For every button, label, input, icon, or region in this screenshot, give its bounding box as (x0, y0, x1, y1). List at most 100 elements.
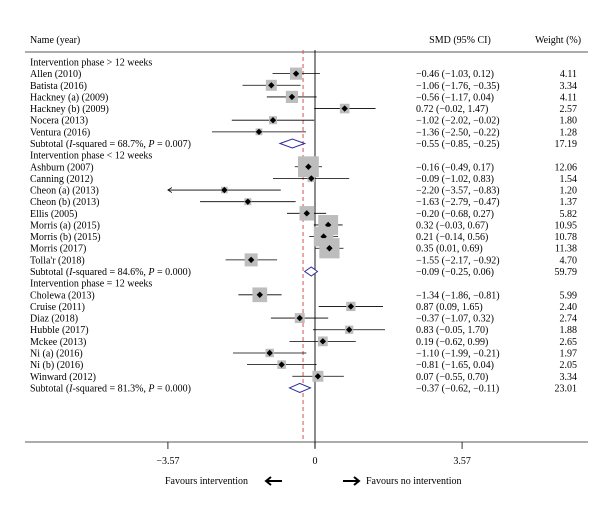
subtotal-weight: 23.01 (555, 383, 578, 394)
study-weight: 1.80 (560, 116, 578, 127)
study-ci: 0.87 (0.09, 1.65) (416, 302, 483, 313)
study-ci: −1.63 (−2.79, −0.47) (416, 197, 500, 208)
study-ci: 0.21 (−0.14, 0.56) (416, 232, 488, 243)
study-ci: 0.72 (−0.02, 1.47) (416, 104, 488, 115)
x-tick-label: 3.57 (453, 456, 471, 467)
study-ci: −0.20 (−0.68, 0.27) (416, 209, 494, 220)
point-estimate (292, 70, 300, 77)
point-estimate (319, 338, 327, 345)
subtotal-label: Subtotal (I-squared = 81.3%, P = 0.000) (30, 383, 191, 394)
subtotal-row: Subtotal (I-squared = 68.7%, P = 0.007) −… (30, 138, 577, 150)
study-name: Ventura (2016) (30, 127, 90, 138)
study-ci: −0.46 (−1.03, 0.12) (416, 69, 494, 80)
header-row: Name (year) SMD (95% CI) Weight (%) (30, 35, 581, 46)
study-ci: −1.06 (−1.76, −0.35) (416, 81, 500, 92)
study-ci: −0.56 (−1.17, 0.04) (416, 92, 494, 103)
study-weight: 10.78 (555, 232, 578, 243)
study-row: Cheon (b) (2013) −1.63 (−2.79, −0.47) 1.37 (30, 197, 577, 208)
study-name: Nocera (2013) (30, 116, 88, 127)
point-estimate (305, 163, 312, 170)
study-weight: 12.06 (555, 162, 578, 173)
study-ci: −1.55 (−2.17, −0.92) (416, 255, 500, 266)
study-weight: 1.20 (560, 186, 578, 197)
study-weight: 3.34 (560, 372, 578, 383)
header-weight: Weight (%) (535, 35, 581, 46)
subtotal-row: Subtotal (I-squared = 81.3%, P = 0.000) −… (30, 382, 578, 394)
subtotal-weight: 59.79 (555, 267, 578, 278)
study-row: Ni (a) (2016) −1.10 (−1.99, −0.21) 1.97 (30, 349, 577, 360)
study-weight: 2.57 (560, 104, 578, 115)
study-weight: 10.95 (555, 220, 578, 231)
study-name: Cheon (a) (2013) (30, 186, 99, 197)
point-estimate (308, 175, 315, 182)
study-name: Ellis (2005) (30, 209, 78, 220)
study-ci: −0.16 (−0.49, 0.17) (416, 162, 494, 173)
study-name: Diaz (2018) (30, 314, 78, 325)
study-row: Hackney (a) (2009) −0.56 (−1.17, 0.04) 4.1… (30, 90, 577, 103)
point-estimate (278, 361, 285, 368)
study-row: Tolla'r (2018) −1.55 (−2.17, −0.92) 4.70 (30, 253, 578, 267)
study-name: Cheon (b) (2013) (30, 197, 99, 208)
study-name: Batista (2016) (30, 81, 87, 92)
study-row: Hubble (2017) 0.83 (−0.05, 1.70) 1.88 (30, 325, 577, 336)
study-ci: −1.10 (−1.99, −0.21) (416, 349, 500, 360)
study-row: Ashburn (2007) −0.16 (−0.49, 0.17) 12.06 (30, 156, 578, 178)
study-name: Hackney (a) (2009) (30, 92, 108, 103)
study-weight: 1.37 (560, 197, 578, 208)
point-estimate (221, 186, 228, 194)
study-ci: −0.81 (−1.65, 0.04) (416, 360, 494, 371)
group-title: Intervention phase = 12 weeks (30, 279, 152, 290)
study-name: Mckee (2013) (30, 337, 86, 348)
study-name: Winward (2012) (30, 372, 96, 383)
point-estimate (347, 303, 355, 310)
study-row: Canning (2012) −0.09 (−1.02, 0.83) 1.54 (30, 174, 577, 185)
study-weight: 4.11 (560, 92, 577, 103)
study-weight: 3.34 (560, 81, 578, 92)
study-row: Cruise (2011) 0.87 (0.09, 1.65) 2.40 (30, 301, 577, 313)
study-weight: 4.11 (560, 69, 577, 80)
point-estimate (269, 117, 277, 124)
study-weight: 1.28 (560, 127, 578, 138)
header-name: Name (year) (30, 35, 80, 46)
group-title: Intervention phase > 12 weeks (30, 58, 152, 69)
study-ci: 0.32 (−0.03, 0.67) (416, 220, 488, 231)
point-estimate (256, 291, 263, 298)
subtotal-diamond (278, 138, 307, 149)
point-estimate (268, 82, 275, 89)
study-weight: 11.38 (555, 244, 577, 255)
study-name: Tolla'r (2018) (30, 255, 85, 266)
subtotal-row: Subtotal (I-squared = 84.6%, P = 0.000) −… (30, 266, 578, 278)
x-axis: −3.57 0 3.57 (25, 441, 588, 467)
study-name: Morris (a) (2015) (30, 220, 100, 231)
study-name: Morris (b) (2015) (30, 232, 101, 243)
subtotal-ci: −0.09 (−0.25, 0.06) (416, 267, 494, 278)
study-weight: 1.97 (560, 349, 578, 360)
x-tick-label: 0 (313, 456, 318, 467)
study-row: Batista (2016) −1.06 (−1.76, −0.35) 3.34 (30, 79, 578, 92)
study-name: Morris (2017) (30, 244, 86, 255)
study-row: Morris (2017) 0.35 (0.01, 0.69) 11.38 (30, 238, 577, 259)
study-name: Cholewa (2013) (30, 290, 95, 301)
group-title: Intervention phase < 12 weeks (30, 151, 152, 162)
study-name: Cruise (2011) (30, 302, 85, 313)
ci-truncation-arrow (167, 187, 173, 193)
study-name: Hackney (b) (2009) (30, 104, 109, 115)
point-estimate (255, 128, 263, 136)
study-row: Morris (b) (2015) 0.21 (−0.14, 0.56) 10.78 (30, 226, 578, 247)
study-row: Nocera (2013) −1.02 (−2.02, −0.02) 1.80 (30, 116, 577, 127)
point-estimate (244, 198, 252, 205)
arrow-right-icon (343, 476, 361, 486)
study-row: Hackney (b) (2009) 0.72 (−0.02, 1.47) 2.57 (30, 103, 578, 115)
study-ci: 0.35 (0.01, 0.69) (416, 244, 483, 255)
study-row: Cheon (a) (2013) −2.20 (−3.57, −0.83) 1.20 (30, 186, 577, 197)
study-row: Diaz (2018) −0.37 (−1.07, 0.32) 2.74 (30, 313, 577, 325)
study-weight: 1.88 (560, 325, 578, 336)
study-ci: 0.83 (−0.05, 1.70) (416, 325, 488, 336)
study-weight: 4.70 (560, 255, 578, 266)
point-estimate (326, 245, 333, 252)
study-row: Ventura (2016) −1.36 (−2.50, −0.22) 1.28 (30, 127, 577, 138)
study-name: Ashburn (2007) (30, 162, 94, 173)
study-weight: 2.65 (560, 337, 578, 348)
point-estimate (324, 221, 332, 229)
